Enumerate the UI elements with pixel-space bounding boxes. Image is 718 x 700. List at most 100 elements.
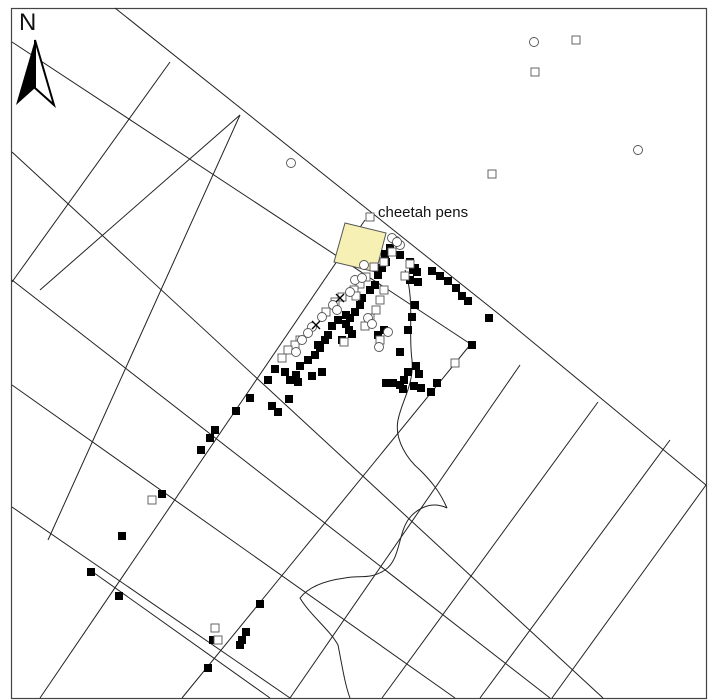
filled-square-marker	[296, 362, 304, 370]
filled-square-marker	[374, 331, 382, 339]
boundary-line	[289, 364, 521, 699]
boundary-line	[479, 439, 671, 699]
boundary-line	[114, 7, 501, 316]
x-marker	[311, 320, 321, 330]
boundary-line	[11, 61, 171, 283]
filled-square-marker	[271, 365, 279, 373]
filled-square-marker	[281, 368, 289, 376]
filled-square-marker	[464, 297, 472, 305]
open-circle-marker	[374, 342, 384, 352]
filled-square-marker	[328, 322, 336, 330]
boundary-line	[11, 41, 473, 346]
open-square-marker	[375, 295, 385, 305]
filled-square-marker	[197, 446, 205, 454]
open-square-marker	[147, 495, 157, 505]
boundary-line	[11, 151, 604, 699]
open-circle-marker	[633, 145, 643, 155]
open-square-marker	[369, 262, 379, 272]
filled-square-marker	[404, 368, 412, 376]
cheetah-pens-label: cheetah pens	[378, 204, 468, 221]
filled-square-marker	[204, 664, 212, 672]
filled-square-marker	[268, 402, 276, 410]
open-circle-marker	[529, 37, 539, 47]
open-circle-marker	[332, 305, 342, 315]
filled-square-marker	[452, 284, 460, 292]
filled-square-marker	[436, 272, 444, 280]
filled-square-marker	[378, 264, 386, 272]
filled-square-marker	[209, 636, 217, 644]
filled-square-marker	[382, 379, 390, 387]
filled-square-marker	[351, 308, 359, 316]
open-square-marker	[213, 635, 223, 645]
boundary-line	[11, 279, 551, 699]
filled-square-marker	[345, 326, 353, 334]
filled-square-marker	[87, 568, 95, 576]
filled-square-marker	[408, 313, 416, 321]
boundary-line	[181, 344, 471, 699]
filled-square-marker	[415, 370, 423, 378]
river-line	[396, 269, 448, 509]
filled-square-marker	[334, 316, 342, 324]
filled-square-marker	[321, 336, 329, 344]
open-square-marker	[371, 305, 381, 315]
filled-square-marker	[396, 348, 404, 356]
sighting-markers	[87, 35, 643, 672]
filled-square-marker	[324, 331, 332, 339]
filled-square-marker	[356, 301, 364, 309]
boundary-line	[381, 401, 599, 699]
open-square-marker	[379, 257, 389, 267]
filled-square-marker	[264, 376, 272, 384]
filled-square-marker	[410, 382, 418, 390]
boundary-line	[39, 219, 366, 699]
open-square-marker	[210, 623, 220, 633]
north-label: N	[19, 9, 36, 36]
filled-square-marker	[411, 301, 419, 309]
farm-boundary-lines	[11, 7, 707, 699]
open-circle-marker	[383, 327, 393, 337]
x-marker	[335, 293, 345, 303]
open-square-marker	[283, 345, 293, 355]
boundary-line	[11, 384, 456, 699]
filled-square-marker	[413, 268, 421, 276]
boundary-line	[11, 506, 291, 699]
filled-square-marker	[236, 641, 244, 649]
filled-square-marker	[358, 294, 366, 302]
filled-square-marker	[246, 394, 254, 402]
river-line	[299, 504, 448, 699]
open-circle-marker	[392, 237, 402, 247]
open-square-marker	[571, 35, 581, 45]
filled-square-marker	[428, 267, 436, 275]
open-circle-marker	[291, 347, 301, 357]
filled-square-marker	[308, 372, 316, 380]
filled-square-marker	[400, 376, 408, 384]
filled-square-marker	[256, 600, 264, 608]
filled-square-marker	[374, 271, 382, 279]
filled-square-marker	[115, 592, 123, 600]
map-border	[10, 7, 708, 700]
filled-square-marker	[417, 384, 425, 392]
filled-square-marker	[399, 385, 407, 393]
filled-square-marker	[389, 379, 397, 387]
boundary-line	[499, 314, 707, 486]
filled-square-marker	[444, 277, 452, 285]
open-circle-marker	[317, 312, 327, 322]
open-circle-marker	[303, 328, 313, 338]
filled-square-marker	[274, 408, 282, 416]
open-circle-marker	[286, 158, 296, 168]
boundary-line	[39, 114, 241, 291]
open-square-marker	[339, 337, 349, 347]
north-arrow-icon: N	[16, 9, 56, 109]
boundary-line	[47, 114, 241, 541]
filled-square-marker	[458, 292, 466, 300]
filled-square-marker	[371, 281, 379, 289]
open-circle-marker	[367, 319, 377, 329]
filled-square-marker	[304, 356, 312, 364]
filled-square-marker	[316, 344, 324, 352]
boundary-line	[89, 569, 271, 699]
filled-square-marker	[158, 490, 166, 498]
filled-square-marker	[381, 250, 389, 258]
open-square-marker	[277, 353, 287, 363]
filled-square-marker	[292, 371, 300, 379]
filled-square-marker	[206, 434, 214, 442]
